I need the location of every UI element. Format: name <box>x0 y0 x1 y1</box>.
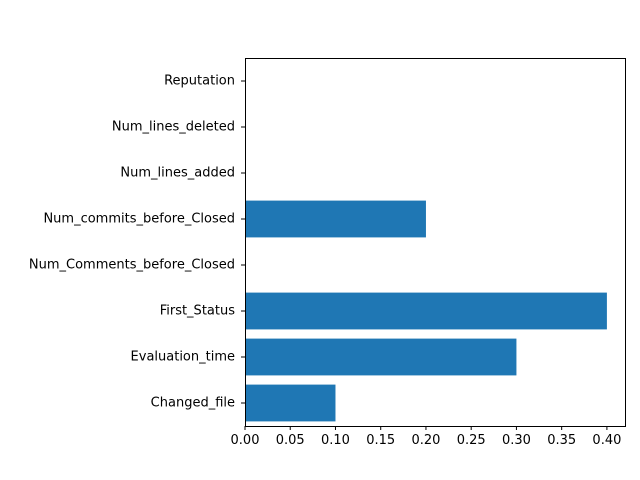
x-tick-label: 0.10 <box>321 433 350 448</box>
x-tick-label: 0.15 <box>366 433 395 448</box>
bars-group <box>245 200 607 422</box>
x-tick-label: 0.30 <box>502 433 531 448</box>
bar-evaluation-time <box>245 338 517 376</box>
x-tick-label: 0.00 <box>231 433 260 448</box>
plot-area-frame <box>245 58 626 427</box>
x-tick-label: 0.05 <box>276 433 305 448</box>
bar-changed-file <box>245 384 336 422</box>
y-tick-label-num-commits-before-closed: Num_commits_before_Closed <box>43 212 235 227</box>
bar-num-commits-before-closed <box>245 200 426 238</box>
x-tick-label: 0.20 <box>411 433 440 448</box>
y-tick-label-num-comments-before-closed: Num_Comments_before_Closed <box>29 258 235 273</box>
x-tick-label: 0.25 <box>457 433 486 448</box>
x-axis-ticks: 0.00 0.05 0.10 0.15 0.20 0.25 0.30 0.35 0.40 <box>231 426 621 448</box>
y-tick-label-num-lines-deleted: Num_lines_deleted <box>112 120 235 135</box>
y-tick-label-reputation: Reputation <box>164 74 235 89</box>
y-tick-label-evaluation-time: Evaluation_time <box>131 350 235 365</box>
bar-first-status <box>245 292 607 330</box>
y-axis-ticks: Changed_file Evaluation_time First_Status N… <box>29 74 245 411</box>
x-tick-label: 0.40 <box>592 433 621 448</box>
x-tick-label: 0.35 <box>547 433 576 448</box>
y-tick-label-first-status: First_Status <box>160 304 236 319</box>
y-tick-label-changed-file: Changed_file <box>151 396 235 411</box>
y-tick-label-num-lines-added: Num_lines_added <box>120 166 235 181</box>
